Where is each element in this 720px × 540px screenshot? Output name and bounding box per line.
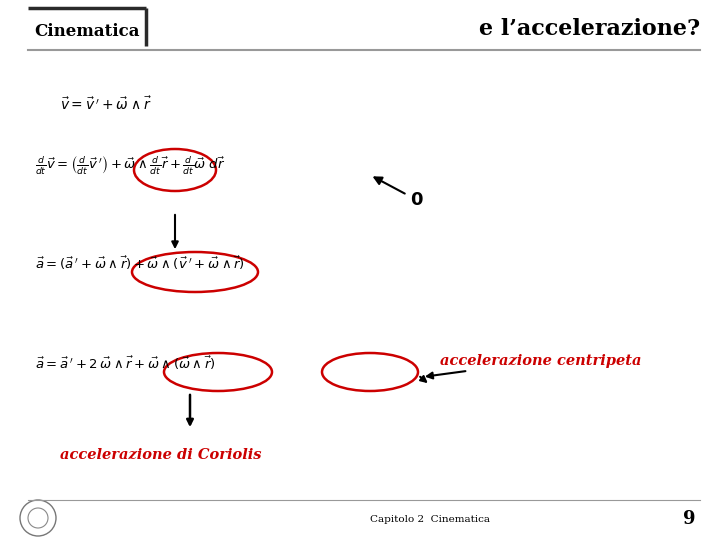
- Text: $\mathbf{0}$: $\mathbf{0}$: [374, 178, 423, 209]
- Text: accelerazione di Coriolis: accelerazione di Coriolis: [60, 448, 261, 462]
- Text: $\vec{v} = \vec{v}\,' + \vec{\omega} \wedge \vec{r}$: $\vec{v} = \vec{v}\,' + \vec{\omega} \we…: [60, 95, 152, 113]
- Text: e l’accelerazione?: e l’accelerazione?: [479, 18, 700, 40]
- Text: Cinematica: Cinematica: [34, 23, 140, 40]
- Text: $\vec{a} = \vec{a}\,' + 2\,\vec{\omega} \wedge \vec{r} + \vec{\omega} \wedge \le: $\vec{a} = \vec{a}\,' + 2\,\vec{\omega} …: [35, 355, 216, 373]
- Text: accelerazione centripeta: accelerazione centripeta: [427, 354, 642, 379]
- Text: Capitolo 2  Cinematica: Capitolo 2 Cinematica: [370, 515, 490, 524]
- Text: $\vec{a} = \left(\vec{a}\,' + \vec{\omega} \wedge \vec{r}\right) + \vec{\omega} : $\vec{a} = \left(\vec{a}\,' + \vec{\omeg…: [35, 255, 245, 272]
- Text: $\frac{d}{dt}\vec{v} = \left(\frac{d}{dt}\vec{v}\,'\right) + \vec{\omega} \wedge: $\frac{d}{dt}\vec{v} = \left(\frac{d}{dt…: [35, 155, 225, 177]
- Text: 9: 9: [683, 510, 695, 528]
